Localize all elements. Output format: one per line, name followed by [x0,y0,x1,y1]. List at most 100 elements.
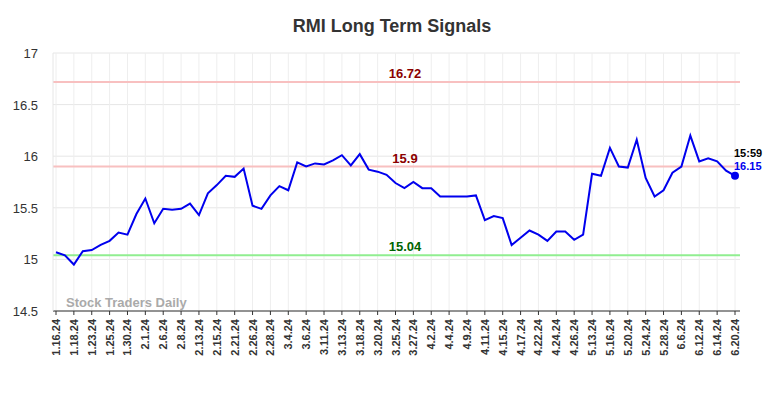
y-tick-label: 16.5 [13,98,38,113]
x-tick-label: 3.25.24 [390,318,402,356]
grid-line-x [91,53,92,311]
level-line [53,254,740,256]
x-tick [466,311,467,315]
x-tick [377,311,378,315]
level-line [53,166,740,168]
x-tick-label: 4.17.24 [515,318,527,356]
x-tick-label: 2.26.24 [247,318,259,356]
grid-line-x [502,53,503,311]
x-tick-label: 4.4.24 [443,318,455,349]
x-tick-label: 3.6.24 [300,318,312,349]
x-tick-label: 2.13.24 [193,318,205,356]
x-tick [288,311,289,315]
grid-line-x [288,53,289,311]
x-tick [627,311,628,315]
plot-marks [53,82,740,265]
x-tick [413,311,414,315]
x-tick [198,311,199,315]
grid-line-x [449,53,450,311]
x-tick-label: 6.14.24 [711,318,723,356]
grid-line [53,259,740,260]
grid-line-x [609,53,610,311]
grid-line [53,53,740,54]
last-point [731,172,739,180]
x-tick-label: 5.16.24 [604,318,616,356]
x-tick-label: 4.26.24 [568,318,580,356]
x-tick-label: 1.16.24 [50,318,62,356]
x-tick-label: 4.22.24 [532,318,544,356]
x-tick [681,311,682,315]
x-tick [735,311,736,315]
grid-line-x [377,53,378,311]
x-tick [145,311,146,315]
grid-line-x [520,53,521,311]
x-tick-label: 3.13.24 [336,318,348,356]
x-tick-label: 4.15.24 [497,318,509,356]
x-tick [609,311,610,315]
grid-line-x [699,53,700,311]
x-tick-label: 5.24.24 [640,318,652,356]
grid-line-x [216,53,217,311]
x-tick-label: 2.21.24 [229,318,241,356]
y-tick-label: 15 [24,252,38,267]
x-tick [181,311,182,315]
x-tick [663,311,664,315]
x-tick [324,311,325,315]
x-tick [520,311,521,315]
grid-line-x [145,53,146,311]
x-tick [556,311,557,315]
grid-line-x [73,53,74,311]
grid-line-x [663,53,664,311]
x-tick-label: 6.20.24 [729,318,741,356]
grid-line [53,311,740,312]
x-tick [502,311,503,315]
grid-line-x [341,53,342,311]
x-tick [717,311,718,315]
level-label: 15.04 [389,239,422,254]
x-tick-label: 2.8.24 [175,318,187,349]
y-axis [53,53,54,311]
level-label: 15.9 [392,151,417,166]
x-tick [645,311,646,315]
x-tick-label: 5.28.24 [658,318,670,356]
annotation: 16.15 [734,160,762,172]
x-tick [341,311,342,315]
x-tick-label: 2.6.24 [157,318,169,349]
x-tick-label: 1.30.24 [121,318,133,356]
x-tick [234,311,235,315]
grid-line-x [56,53,57,311]
x-tick [270,311,271,315]
x-tick [216,311,217,315]
x-tick [592,311,593,315]
grid-line-x [735,53,736,311]
x-tick [127,311,128,315]
grid-line-x [574,53,575,311]
x-tick-label: 4.11.24 [479,318,491,355]
x-tick-label: 4.2.24 [425,318,437,349]
x-tick-label: 1.23.24 [86,318,98,356]
x-tick-label: 2.28.24 [264,318,276,356]
x-tick [56,311,57,315]
x-tick [395,311,396,315]
annotation: 15:59 [734,147,762,159]
x-tick-label: 2.1.24 [139,318,151,349]
x-tick-label: 5.13.24 [586,318,598,356]
x-tick [431,311,432,315]
x-tick-label: 6.12.24 [693,318,705,356]
x-tick [163,311,164,315]
grid-line-x [359,53,360,311]
x-tick [574,311,575,315]
grid-line-x [681,53,682,311]
grid-line [53,207,740,208]
x-tick-label: 2.15.24 [211,318,223,356]
x-tick [699,311,700,315]
watermark: Stock Traders Daily [66,295,187,310]
grid-line-x [198,53,199,311]
grid-line-x [181,53,182,311]
grid-line-x [270,53,271,311]
x-tick [449,311,450,315]
x-tick-label: 1.18.24 [68,318,80,356]
grid-line-x [324,53,325,311]
x-tick-label: 1.25.24 [104,318,116,356]
y-tick-label: 14.5 [13,304,38,319]
